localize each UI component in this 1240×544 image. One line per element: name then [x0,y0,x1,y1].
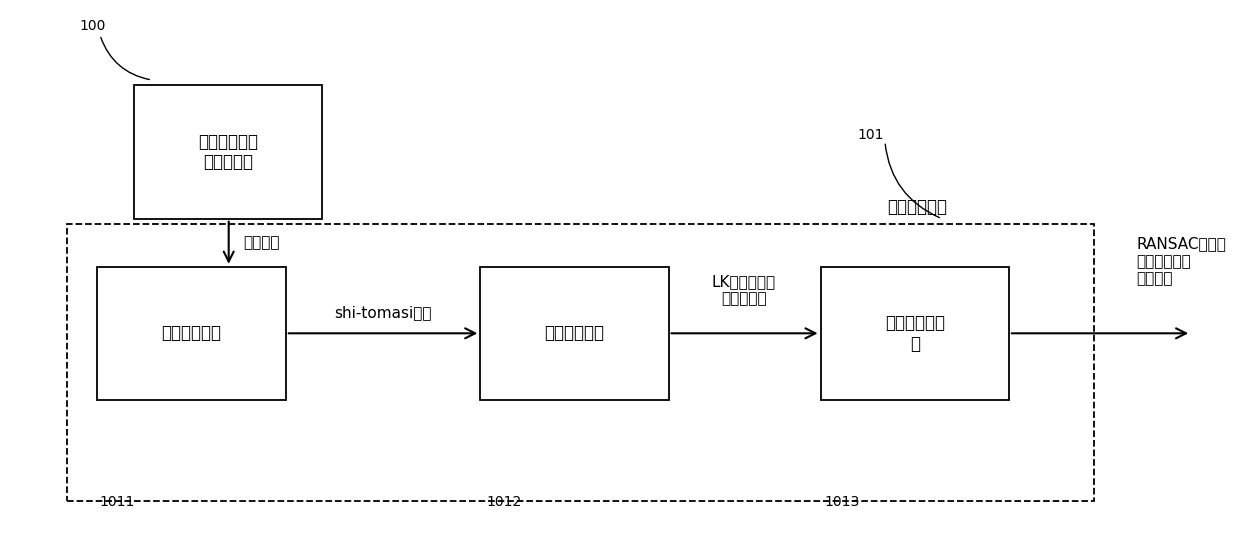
Text: 101: 101 [857,128,883,142]
Text: 1012: 1012 [486,495,522,509]
Text: 100: 100 [79,19,105,33]
Bar [98,267,285,400]
Text: 1011: 1011 [100,495,135,509]
Bar [134,85,322,219]
Text: 图像与惯性数
据获取模块: 图像与惯性数 据获取模块 [198,133,258,171]
Text: 1013: 1013 [825,495,859,509]
Bar [821,267,1009,400]
Text: shi-tomasi角点: shi-tomasi角点 [335,305,432,320]
Text: 灰度图像: 灰度图像 [243,235,280,250]
Bar [480,267,668,400]
Text: LK光流跟踪成
功的特征点: LK光流跟踪成 功的特征点 [712,274,776,307]
Text: 特征提取模块: 特征提取模块 [161,324,222,342]
Text: RANSAC优化后
的特征点位置
及偏移量: RANSAC优化后 的特征点位置 及偏移量 [1136,237,1226,286]
Bar [67,224,1094,501]
Text: 特征跟踪模块: 特征跟踪模块 [544,324,604,342]
Text: 光流计算模块: 光流计算模块 [888,198,947,216]
Text: 离群点剔除模
块: 离群点剔除模 块 [884,314,945,353]
